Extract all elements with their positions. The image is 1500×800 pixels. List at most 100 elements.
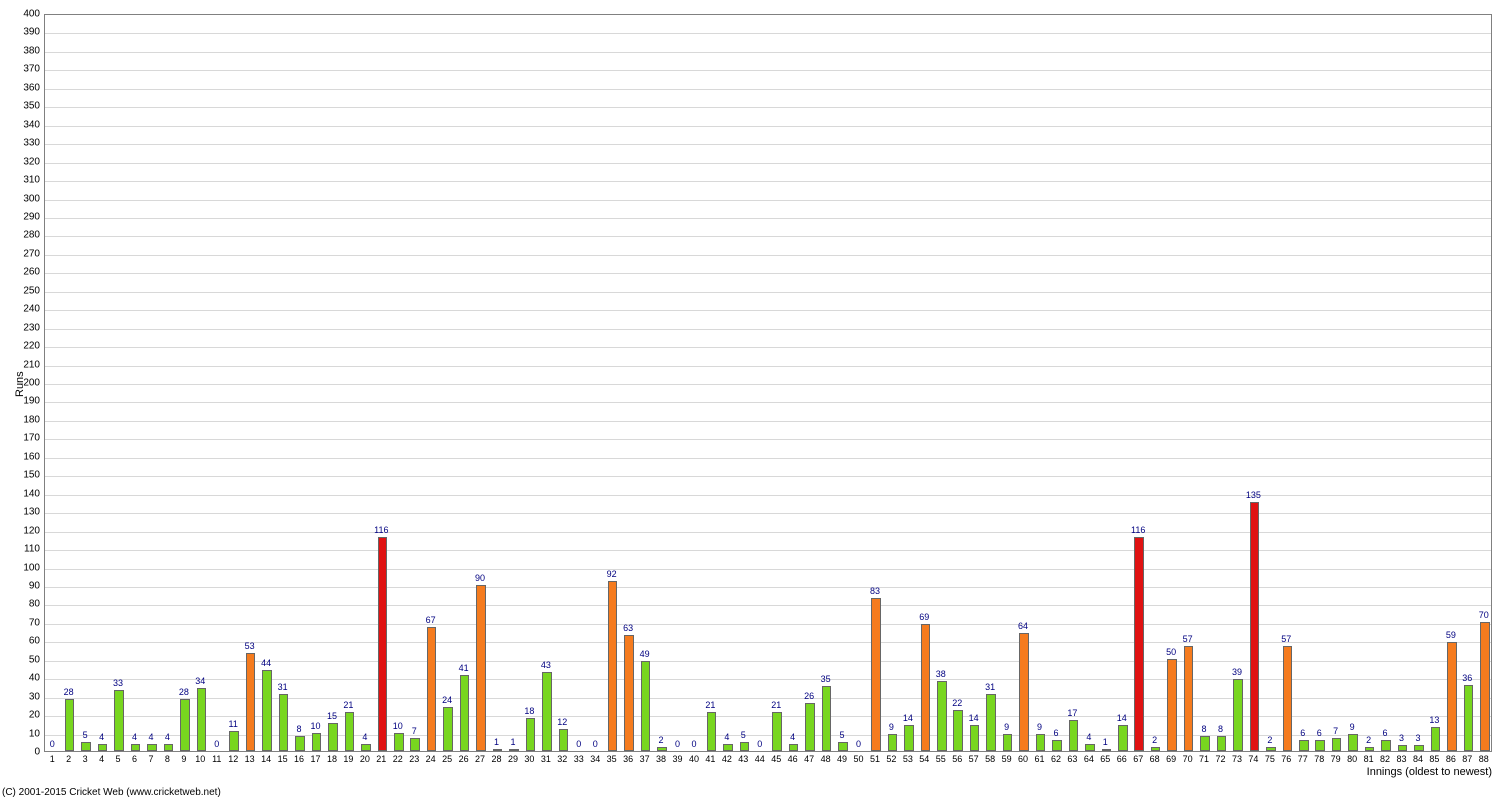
bar-value-label: 3 <box>1415 733 1420 743</box>
bar <box>361 744 371 751</box>
bar-value-label: 4 <box>790 732 795 742</box>
bar <box>1085 744 1095 751</box>
gridline <box>45 476 1491 477</box>
bar <box>921 624 931 751</box>
bar-value-label: 14 <box>969 713 979 723</box>
bar-value-label: 2 <box>1267 735 1272 745</box>
bar-value-label: 24 <box>442 695 452 705</box>
bar <box>1431 727 1441 751</box>
x-tick-label: 59 <box>1002 754 1012 764</box>
bar-value-label: 53 <box>245 641 255 651</box>
x-tick-label: 87 <box>1462 754 1472 764</box>
x-tick-label: 44 <box>755 754 765 764</box>
gridline <box>45 532 1491 533</box>
bar-value-label: 0 <box>576 739 581 749</box>
x-tick-label: 56 <box>952 754 962 764</box>
x-tick-label: 38 <box>656 754 666 764</box>
gridline <box>45 366 1491 367</box>
bar-value-label: 41 <box>459 663 469 673</box>
bar-value-label: 9 <box>1350 722 1355 732</box>
bar <box>147 744 157 751</box>
bar-value-label: 0 <box>691 739 696 749</box>
y-tick-label: 270 <box>23 248 40 259</box>
bar-value-label: 38 <box>936 669 946 679</box>
bar <box>937 681 947 751</box>
bar-value-label: 26 <box>804 691 814 701</box>
y-tick-label: 310 <box>23 175 40 186</box>
bar-value-label: 9 <box>889 722 894 732</box>
y-tick-label: 340 <box>23 119 40 130</box>
x-tick-label: 22 <box>393 754 403 764</box>
bar-value-label: 13 <box>1429 715 1439 725</box>
bar-value-label: 36 <box>1462 673 1472 683</box>
gridline <box>45 624 1491 625</box>
bar-value-label: 5 <box>840 730 845 740</box>
bar <box>1233 679 1243 751</box>
bar-value-label: 17 <box>1067 708 1077 718</box>
bar <box>1464 685 1474 751</box>
x-tick-label: 52 <box>886 754 896 764</box>
bar <box>1414 745 1424 751</box>
y-tick-label: 0 <box>34 747 40 758</box>
y-tick-label: 140 <box>23 488 40 499</box>
bar-value-label: 3 <box>1399 733 1404 743</box>
y-tick-label: 370 <box>23 64 40 75</box>
bar <box>723 744 733 751</box>
bar <box>1019 633 1029 751</box>
x-tick-label: 68 <box>1150 754 1160 764</box>
bar-value-label: 28 <box>64 687 74 697</box>
x-tick-label: 76 <box>1281 754 1291 764</box>
x-tick-label: 75 <box>1265 754 1275 764</box>
bar <box>394 733 404 751</box>
x-tick-label: 48 <box>821 754 831 764</box>
gridline <box>45 384 1491 385</box>
x-tick-label: 43 <box>738 754 748 764</box>
x-tick-label: 23 <box>409 754 419 764</box>
bar <box>1036 734 1046 751</box>
bar <box>1283 646 1293 751</box>
bar-value-label: 90 <box>475 573 485 583</box>
y-tick-label: 220 <box>23 341 40 352</box>
x-tick-label: 42 <box>722 754 732 764</box>
bar <box>904 725 914 751</box>
y-tick-label: 330 <box>23 138 40 149</box>
bar <box>65 699 75 751</box>
bar-value-label: 44 <box>261 658 271 668</box>
bar <box>624 635 634 751</box>
x-tick-label: 55 <box>936 754 946 764</box>
x-tick-label: 5 <box>116 754 121 764</box>
x-tick-label: 32 <box>557 754 567 764</box>
bar <box>460 675 470 751</box>
bar-value-label: 8 <box>1218 724 1223 734</box>
gridline <box>45 605 1491 606</box>
bar <box>1315 740 1325 751</box>
gridline <box>45 181 1491 182</box>
bar <box>180 699 190 751</box>
bar-value-label: 35 <box>821 674 831 684</box>
x-tick-label: 14 <box>261 754 271 764</box>
bar-value-label: 49 <box>640 649 650 659</box>
bar-value-label: 63 <box>623 623 633 633</box>
bar <box>1398 745 1408 751</box>
y-tick-label: 160 <box>23 451 40 462</box>
plot-area <box>44 14 1492 752</box>
bar-value-label: 12 <box>557 717 567 727</box>
bar <box>246 653 256 751</box>
y-tick-label: 240 <box>23 304 40 315</box>
y-tick-label: 70 <box>29 617 40 628</box>
bar <box>164 744 174 751</box>
bar-value-label: 57 <box>1281 634 1291 644</box>
x-tick-label: 73 <box>1232 754 1242 764</box>
x-tick-label: 31 <box>541 754 551 764</box>
bar-value-label: 1 <box>510 737 515 747</box>
gridline <box>45 33 1491 34</box>
bar <box>98 744 108 751</box>
bar <box>312 733 322 751</box>
x-tick-label: 63 <box>1067 754 1077 764</box>
x-tick-label: 70 <box>1183 754 1193 764</box>
bar <box>1332 738 1342 751</box>
bar-value-label: 8 <box>297 724 302 734</box>
bar-value-label: 50 <box>1166 647 1176 657</box>
bar <box>345 712 355 751</box>
bar-value-label: 83 <box>870 586 880 596</box>
